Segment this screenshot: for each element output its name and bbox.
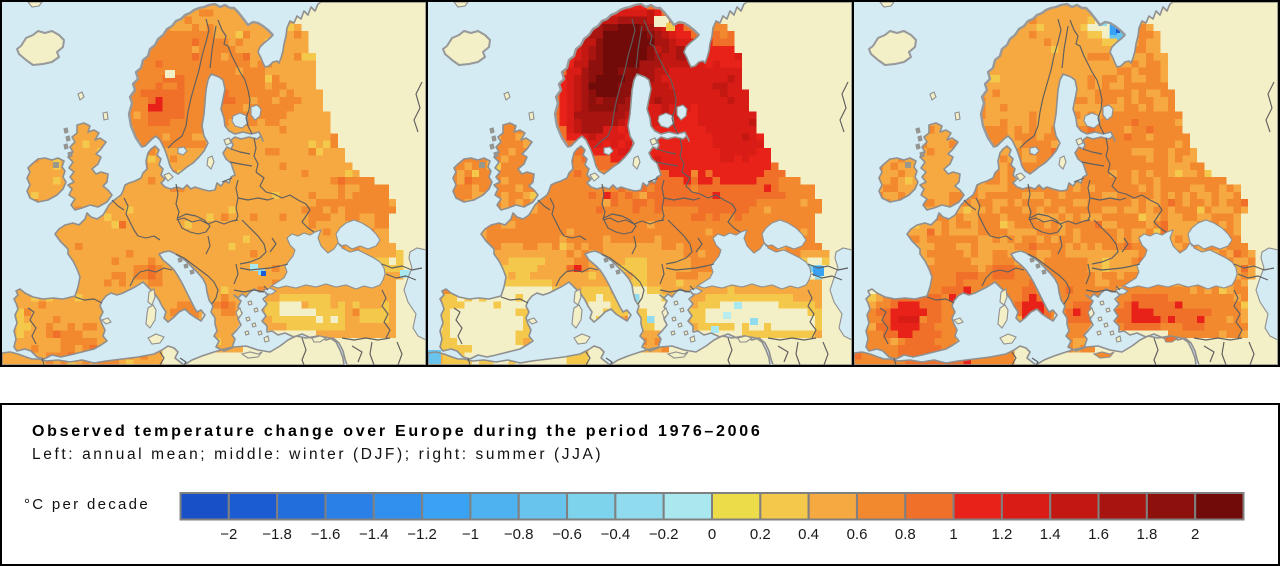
svg-text:−0.8: −0.8 [504, 526, 534, 543]
svg-text:1.8: 1.8 [1136, 526, 1157, 543]
svg-text:−2: −2 [220, 526, 237, 543]
svg-text:−0.6: −0.6 [552, 526, 582, 543]
svg-text:−0.2: −0.2 [649, 526, 679, 543]
svg-text:1.2: 1.2 [991, 526, 1012, 543]
svg-text:1.6: 1.6 [1088, 526, 1109, 543]
svg-text:−1.6: −1.6 [311, 526, 341, 543]
svg-text:0.2: 0.2 [750, 526, 771, 543]
svg-text:0.4: 0.4 [798, 526, 819, 543]
svg-text:−1.8: −1.8 [262, 526, 292, 543]
svg-text:−1: −1 [462, 526, 479, 543]
svg-text:0: 0 [708, 526, 716, 543]
svg-text:0.8: 0.8 [895, 526, 916, 543]
svg-text:−1.2: −1.2 [407, 526, 437, 543]
svg-text:1.4: 1.4 [1040, 526, 1061, 543]
svg-text:−1.4: −1.4 [359, 526, 389, 543]
svg-text:0.6: 0.6 [847, 526, 868, 543]
svg-text:−0.4: −0.4 [601, 526, 631, 543]
svg-text:2: 2 [1191, 526, 1199, 543]
svg-text:1: 1 [949, 526, 957, 543]
